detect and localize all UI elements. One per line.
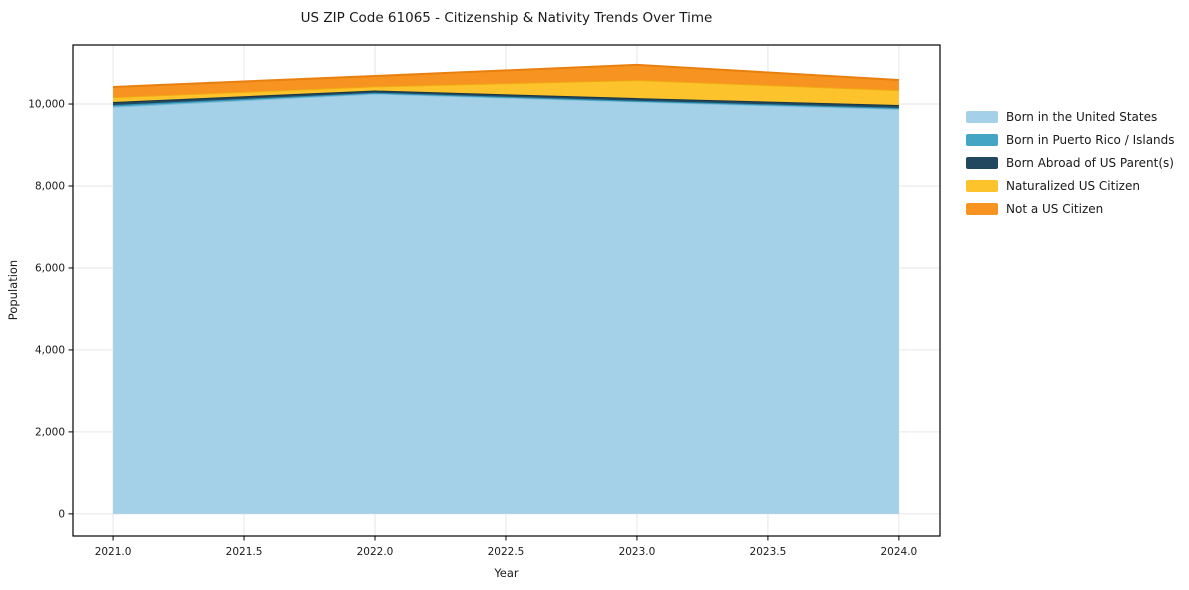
- legend-swatch: [966, 110, 998, 123]
- legend-label: Naturalized US Citizen: [1006, 178, 1140, 193]
- legend-label: Born Abroad of US Parent(s): [1006, 155, 1174, 170]
- legend-item: Born in Puerto Rico / Islands: [966, 128, 1175, 151]
- legend-label: Born in the United States: [1006, 109, 1158, 124]
- y-tick-label: 4,000: [35, 344, 65, 356]
- y-tick-label: 2,000: [35, 426, 65, 438]
- x-tick-label: 2023.5: [750, 546, 787, 558]
- area-layer-4: [113, 64, 899, 98]
- legend-swatch: [966, 202, 998, 215]
- chart-title: US ZIP Code 61065 - Citizenship & Nativi…: [301, 10, 713, 26]
- legend-item: Born Abroad of US Parent(s): [966, 151, 1175, 174]
- frame-and-ticks: 2021.0 2021.5 2022.0 2022.5 2023.0 2023.5 2024…: [28, 44, 941, 558]
- x-tick-label: 2021.5: [226, 546, 263, 558]
- area-stack: [113, 63, 899, 514]
- plot-frame: [72, 44, 941, 537]
- ticks: 2021.0 2021.5 2022.0 2022.5 2023.0 2023.5 2024…: [28, 99, 917, 558]
- x-tick-label: 2021.0: [95, 546, 132, 558]
- legend-swatch: [966, 156, 998, 169]
- x-tick-label: 2024.0: [881, 546, 918, 558]
- y-tick-label: 0: [58, 508, 65, 520]
- legend-label: Not a US Citizen: [1006, 201, 1104, 216]
- y-axis-label: Population: [6, 260, 20, 320]
- area-layer-2: [113, 90, 899, 108]
- y-tick-label: 10,000: [28, 99, 65, 111]
- legend-label: Born in Puerto Rico / Islands: [1006, 132, 1175, 147]
- legend-swatch: [966, 179, 998, 192]
- area-layer-0: [113, 93, 899, 514]
- legend-swatch: [966, 133, 998, 146]
- y-tick-label: 8,000: [35, 180, 65, 192]
- x-tick-label: 2023.0: [619, 546, 656, 558]
- legend-item: Naturalized US Citizen: [966, 174, 1175, 197]
- area-edge-4: [113, 63, 899, 89]
- y-tick-label: 6,000: [35, 262, 65, 274]
- grid-and-areas: [73, 45, 940, 536]
- legend: Born in the United States Born in Puerto …: [966, 105, 1175, 220]
- legend-item: Born in the United States: [966, 105, 1175, 128]
- x-tick-label: 2022.5: [488, 546, 525, 558]
- legend-item: Not a US Citizen: [966, 197, 1175, 220]
- x-axis-label: Year: [493, 566, 519, 580]
- x-tick-label: 2022.0: [357, 546, 394, 558]
- area-layer-3: [113, 80, 899, 106]
